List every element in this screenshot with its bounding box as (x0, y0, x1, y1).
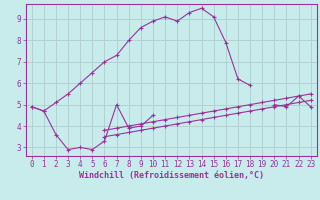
X-axis label: Windchill (Refroidissement éolien,°C): Windchill (Refroidissement éolien,°C) (79, 171, 264, 180)
